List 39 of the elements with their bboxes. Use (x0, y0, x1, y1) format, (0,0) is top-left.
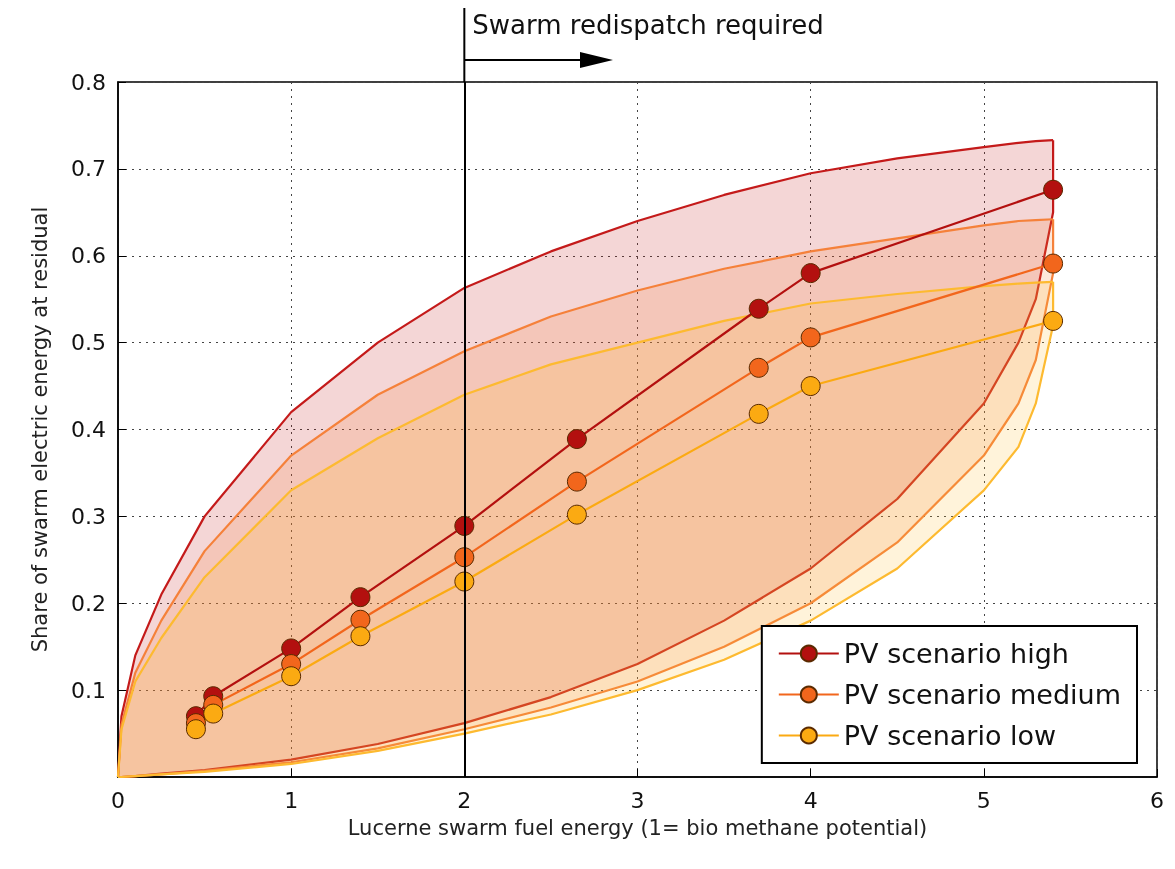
point (566, 504, 587, 525)
x-tick-label: 4 (803, 787, 818, 813)
y-tick-label: 0.7 (71, 156, 106, 182)
legend-label: PV scenario high (843, 638, 1069, 669)
y-tick-label: 0.6 (71, 243, 106, 269)
y-tick-label: 0.2 (71, 590, 106, 616)
point (748, 403, 769, 424)
point (350, 609, 371, 630)
legend-label: PV scenario medium (843, 679, 1121, 710)
point (748, 357, 769, 378)
x-tick-label: 1 (284, 787, 299, 813)
point (748, 298, 769, 319)
point (1043, 253, 1064, 274)
x-tick-label: 5 (976, 787, 991, 813)
point (800, 327, 821, 348)
point (281, 666, 302, 687)
point (203, 703, 224, 724)
y-tick-label: 0.8 (71, 69, 106, 95)
legend-label: PV scenario low (843, 720, 1057, 751)
x-axis-title: Lucerne swarm fuel energy (1= bio methane potential) (347, 815, 928, 840)
y-axis-title: Share of swarm electric energy at residual (27, 206, 52, 653)
x-tick-label: 6 (1150, 787, 1164, 813)
x-tick-label: 2 (457, 787, 472, 813)
ref-line-label: Swarm redispatch required (472, 10, 824, 40)
point (800, 263, 821, 284)
y-tick-label: 0.5 (71, 330, 106, 356)
point (566, 429, 587, 450)
point (1043, 179, 1064, 200)
y-tick-label: 0.3 (71, 503, 106, 529)
point (185, 719, 206, 740)
point (350, 587, 371, 608)
point (1043, 310, 1064, 331)
y-tick-label: 0.1 (71, 677, 106, 703)
y-tick-label: 0.4 (71, 417, 106, 442)
x-tick-label: 3 (630, 787, 645, 813)
point (566, 471, 587, 492)
point (350, 626, 371, 647)
point (800, 376, 821, 397)
x-tick-label: 0 (111, 787, 125, 813)
